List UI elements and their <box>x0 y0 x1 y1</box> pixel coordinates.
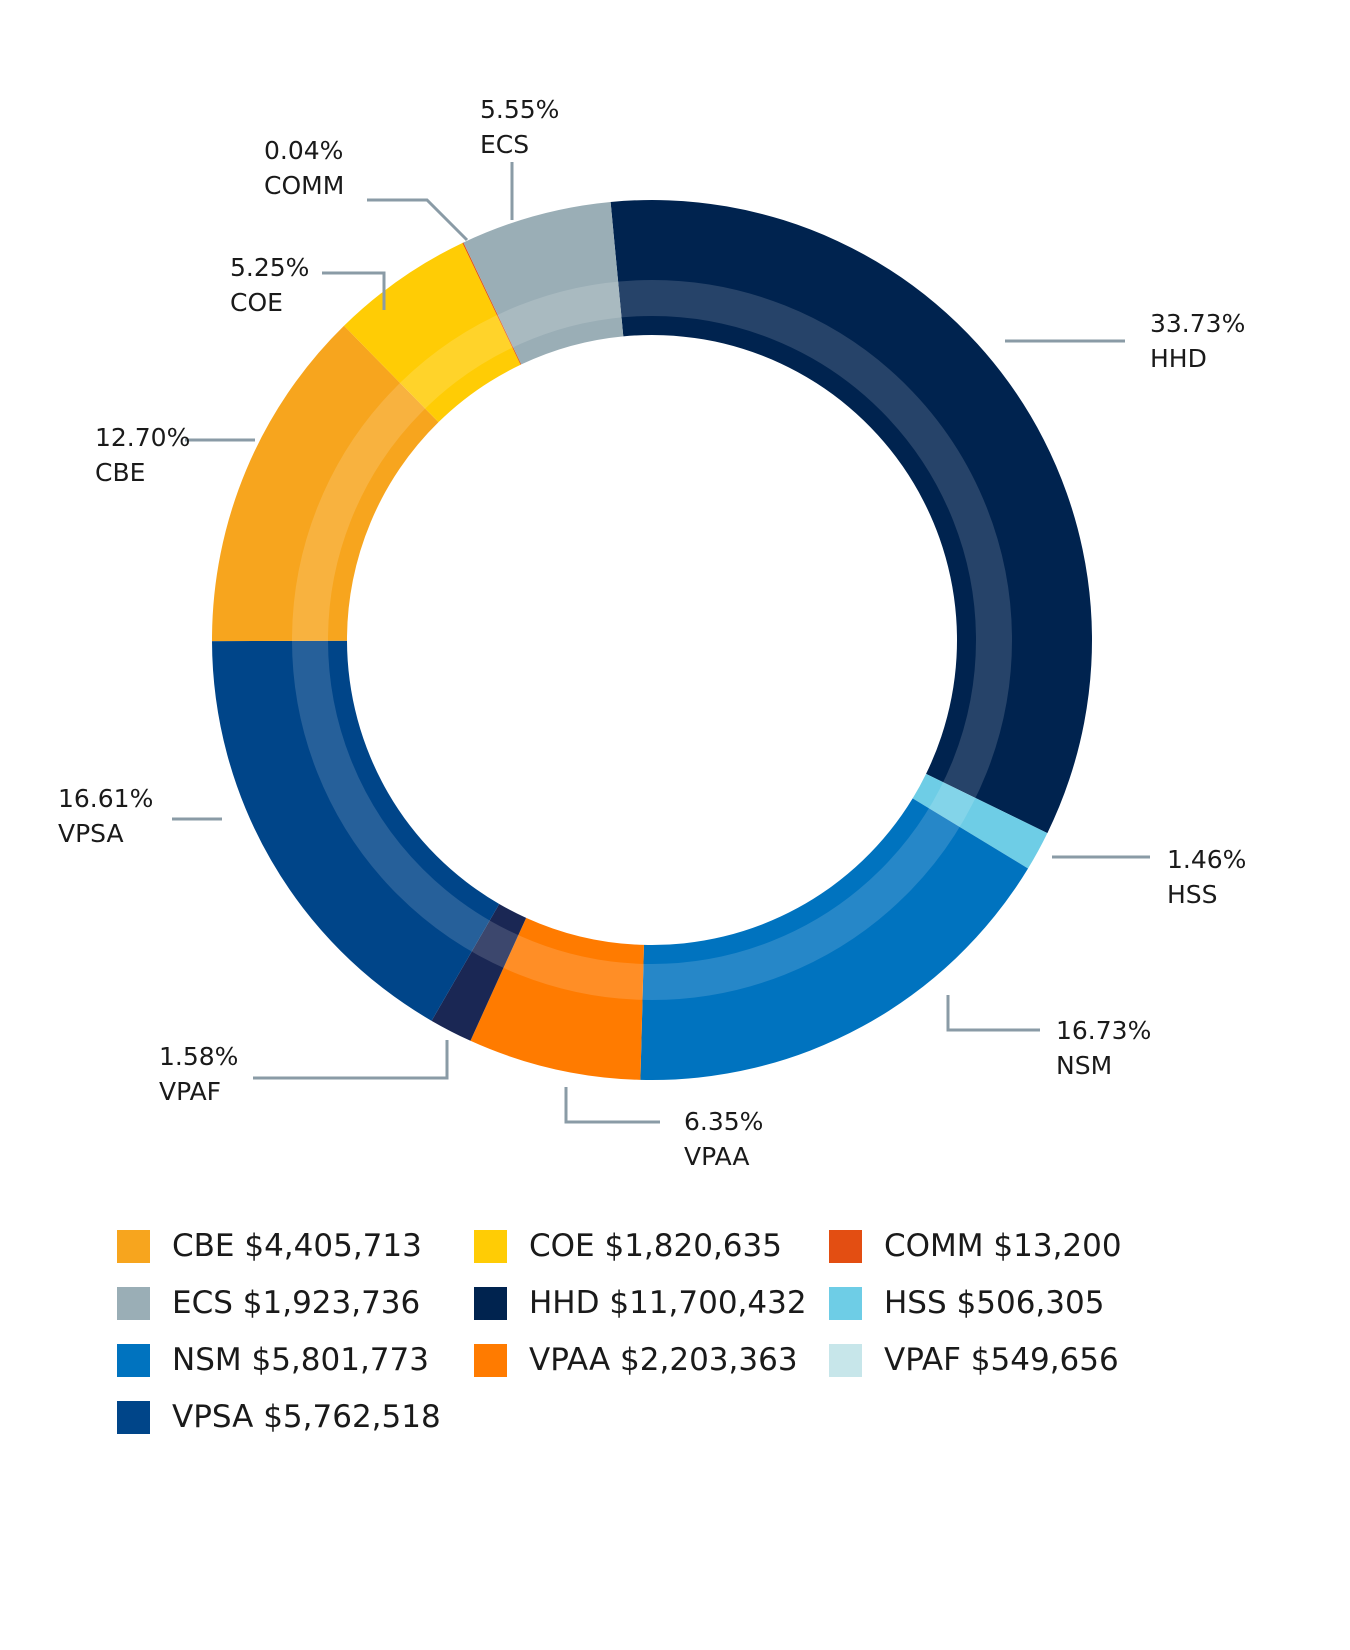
slice-percent-label-vpaa: 6.35% <box>684 1107 763 1136</box>
slice-percent-label-coe: 5.25% <box>230 253 309 282</box>
legend-swatch-ecs <box>117 1286 150 1320</box>
slice-vpaf <box>431 903 527 1041</box>
donut-slices <box>212 199 1092 1080</box>
legend-item-vpsa: VPSA $5,762,518 <box>117 1397 441 1437</box>
slice-percent-label-hhd: 33.73% <box>1150 309 1245 338</box>
leader-line-comm <box>367 198 469 242</box>
slice-percent-label-ecs: 5.55% <box>480 95 559 124</box>
slice-name-label-comm: COMM <box>264 171 344 200</box>
leader-lines <box>172 162 1150 1124</box>
slice-name-label-hss: HSS <box>1167 880 1218 909</box>
inner-highlight-band <box>292 280 1012 1000</box>
legend-item-hss: HSS $506,305 <box>829 1283 1104 1323</box>
legend-swatch-vpsa <box>117 1400 150 1434</box>
legend-swatch-hss <box>829 1286 862 1320</box>
legend-label-vpaf: VPAF $549,656 <box>884 1342 1119 1378</box>
slice-nsm <box>640 798 1029 1080</box>
leader-line-nsm <box>946 995 1040 1032</box>
legend-swatch-coe <box>474 1229 507 1263</box>
legend-item-comm: COMM $13,200 <box>829 1226 1122 1266</box>
slice-vpsa <box>212 640 500 1021</box>
legend-item-coe: COE $1,820,635 <box>474 1226 782 1266</box>
legend-label-ecs: ECS $1,923,736 <box>172 1285 421 1321</box>
legend-swatch-comm <box>829 1229 862 1263</box>
slice-percent-label-comm: 0.04% <box>264 136 343 165</box>
slice-name-label-vpsa: VPSA <box>58 819 124 848</box>
slice-hhd <box>610 199 1092 834</box>
slice-name-label-ecs: ECS <box>480 130 529 159</box>
legend-label-comm: COMM $13,200 <box>884 1228 1122 1264</box>
slice-percent-label-vpsa: 16.61% <box>58 784 153 813</box>
slice-labels: 33.73% HHD 1.46% HSS 16.73% NSM 6.35% VPAA 1.58%… <box>58 95 1246 1171</box>
slice-vpaa <box>470 917 644 1080</box>
slice-name-label-cbe: CBE <box>95 458 145 487</box>
leader-line-coe <box>322 271 386 310</box>
legend-label-vpsa: VPSA $5,762,518 <box>172 1399 441 1435</box>
slice-percent-label-cbe: 12.70% <box>95 423 190 452</box>
legend-label-hhd: HHD $11,700,432 <box>529 1285 807 1321</box>
legend-swatch-hhd <box>474 1286 507 1320</box>
leader-line-vpaa <box>564 1087 660 1124</box>
legend-item-ecs: ECS $1,923,736 <box>117 1283 420 1323</box>
slice-name-label-hhd: HHD <box>1150 344 1207 373</box>
slice-hss <box>912 773 1048 869</box>
legend-item-cbe: CBE $4,405,713 <box>117 1226 422 1266</box>
slice-comm <box>462 242 522 365</box>
legend-swatch-cbe <box>117 1229 150 1263</box>
legend-item-vpaa: VPAA $2,203,363 <box>474 1340 798 1380</box>
slice-coe <box>344 242 521 423</box>
slice-percent-label-nsm: 16.73% <box>1056 1016 1151 1045</box>
slice-ecs <box>463 201 624 365</box>
legend-item-vpaf: VPAF $549,656 <box>829 1340 1119 1380</box>
legend-label-coe: COE $1,820,635 <box>529 1228 782 1264</box>
slice-percent-label-vpaf: 1.58% <box>159 1042 238 1071</box>
legend-item-nsm: NSM $5,801,773 <box>117 1340 429 1380</box>
legend-label-vpaa: VPAA $2,203,363 <box>529 1342 798 1378</box>
legend-swatch-nsm <box>117 1343 150 1377</box>
legend-swatch-vpaa <box>474 1343 507 1377</box>
leader-line-vpaf <box>253 1040 449 1080</box>
legend-label-hss: HSS $506,305 <box>884 1285 1105 1321</box>
legend-label-nsm: NSM $5,801,773 <box>172 1342 429 1378</box>
slice-name-label-nsm: NSM <box>1056 1051 1112 1080</box>
slice-name-label-vpaf: VPAF <box>159 1077 221 1106</box>
legend-label-cbe: CBE $4,405,713 <box>172 1228 422 1264</box>
slice-name-label-coe: COE <box>230 288 283 317</box>
slice-percent-label-hss: 1.46% <box>1167 845 1246 874</box>
slice-name-label-vpaa: VPAA <box>684 1142 749 1171</box>
legend-item-hhd: HHD $11,700,432 <box>474 1283 807 1323</box>
slice-cbe <box>212 325 439 642</box>
legend-swatch-vpaf <box>829 1343 862 1377</box>
